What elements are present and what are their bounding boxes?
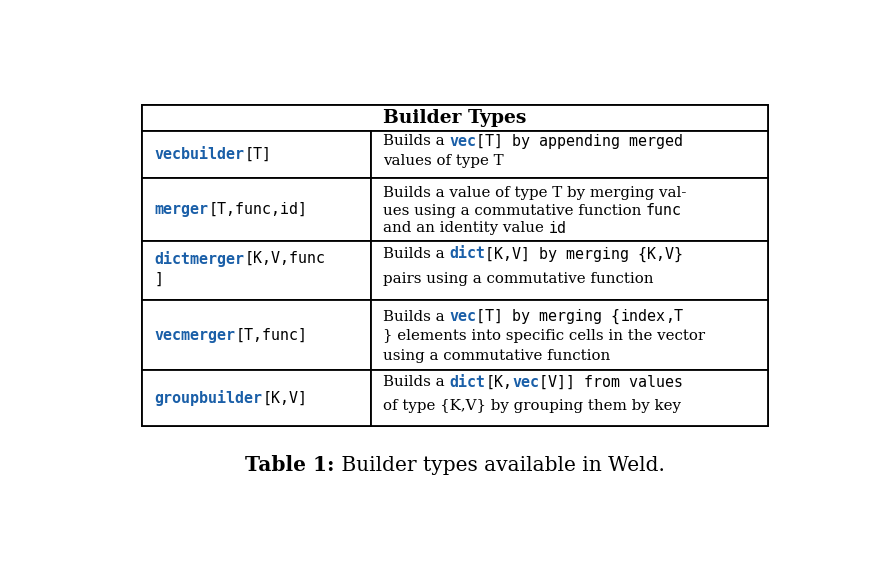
Text: Builds a: Builds a xyxy=(383,247,449,261)
Bar xyxy=(142,178,370,241)
Text: [T] by merging {: [T] by merging { xyxy=(476,309,621,324)
Text: merger: merger xyxy=(155,202,209,217)
Text: Table 1:: Table 1: xyxy=(245,455,335,475)
Bar xyxy=(142,370,370,426)
Text: [T,func,id]: [T,func,id] xyxy=(209,202,307,217)
Text: Builds a: Builds a xyxy=(383,134,449,148)
Text: } elements into specific cells in the vector: } elements into specific cells in the ve… xyxy=(383,329,705,343)
Bar xyxy=(142,104,768,426)
Text: ,T: ,T xyxy=(665,309,684,324)
Text: [T]: [T] xyxy=(244,147,272,162)
Bar xyxy=(370,241,768,300)
Text: [T,func]: [T,func] xyxy=(235,328,307,343)
Text: ]: ] xyxy=(155,272,163,287)
Text: using a commutative function: using a commutative function xyxy=(383,349,610,363)
Bar xyxy=(370,300,768,370)
Text: vec: vec xyxy=(512,375,539,390)
Text: of type {K,V} by grouping them by key: of type {K,V} by grouping them by key xyxy=(383,399,681,413)
Text: func: func xyxy=(646,203,682,218)
Text: values of type T: values of type T xyxy=(383,155,503,168)
Text: vec: vec xyxy=(449,309,476,324)
Bar xyxy=(370,370,768,426)
Text: and an identity value: and an identity value xyxy=(383,221,549,235)
Text: [K,V] by merging {K,V}: [K,V] by merging {K,V} xyxy=(486,246,684,262)
Text: Builds a: Builds a xyxy=(383,376,449,389)
Text: [K,V]: [K,V] xyxy=(262,390,307,406)
Text: [K,: [K, xyxy=(486,375,512,390)
Text: vecbuilder: vecbuilder xyxy=(155,147,244,162)
Text: Builds a value of type T by merging val-: Builds a value of type T by merging val- xyxy=(383,186,686,200)
Text: [V]] from values: [V]] from values xyxy=(539,375,684,390)
Text: dictmerger: dictmerger xyxy=(155,251,244,267)
Text: ues using a commutative function: ues using a commutative function xyxy=(383,204,646,218)
Bar xyxy=(142,131,370,178)
Bar xyxy=(370,178,768,241)
Text: pairs using a commutative function: pairs using a commutative function xyxy=(383,272,654,286)
Text: dict: dict xyxy=(449,375,486,390)
Text: Builder types available in Weld.: Builder types available in Weld. xyxy=(335,456,665,474)
Text: id: id xyxy=(549,221,567,236)
Bar xyxy=(370,131,768,178)
Text: vec: vec xyxy=(449,134,476,149)
Text: Builds a: Builds a xyxy=(383,310,449,324)
Text: vecmerger: vecmerger xyxy=(155,328,235,343)
Text: groupbuilder: groupbuilder xyxy=(155,390,262,406)
Text: dict: dict xyxy=(449,246,486,262)
Text: index: index xyxy=(621,309,665,324)
Text: [K,V,func: [K,V,func xyxy=(244,251,325,266)
Bar xyxy=(142,241,370,300)
Bar xyxy=(142,104,768,131)
Bar xyxy=(142,300,370,370)
Text: [T] by appending merged: [T] by appending merged xyxy=(476,134,684,149)
Text: Builder Types: Builder Types xyxy=(384,109,527,127)
